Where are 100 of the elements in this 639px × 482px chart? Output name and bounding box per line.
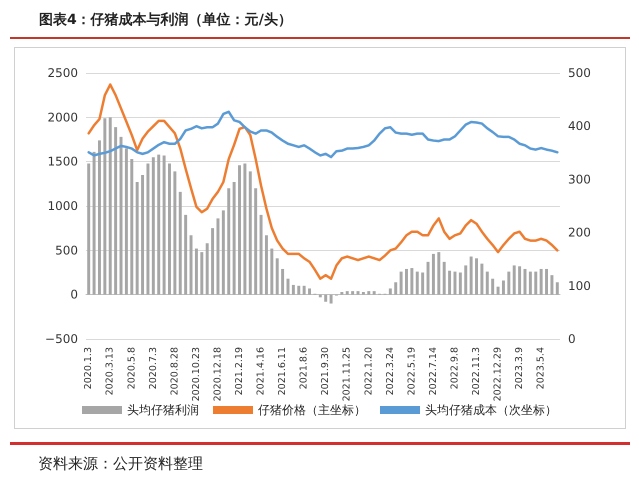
bar bbox=[442, 262, 446, 295]
bar bbox=[114, 127, 118, 295]
bar bbox=[157, 154, 160, 295]
legend-label: 仔猪价格（主坐标） bbox=[258, 403, 366, 417]
bar bbox=[276, 258, 279, 295]
x-tick-label: 2021.9.30 bbox=[320, 347, 332, 396]
bar bbox=[248, 171, 252, 295]
bar bbox=[507, 272, 510, 295]
x-tick-label: 2022.9.8 bbox=[449, 347, 460, 390]
x-tick-label: 2020.8.28 bbox=[169, 347, 180, 396]
y2-tick-label: 400 bbox=[568, 119, 591, 134]
bar bbox=[200, 252, 204, 295]
bar bbox=[372, 291, 376, 295]
bar bbox=[550, 275, 554, 295]
y-tick-label: 0 bbox=[70, 288, 78, 302]
y2-tick-label: 300 bbox=[568, 172, 591, 186]
bar bbox=[168, 163, 171, 295]
line-series bbox=[87, 83, 559, 280]
bar bbox=[340, 292, 344, 295]
y-tick-label: 2000 bbox=[47, 110, 78, 124]
bar bbox=[448, 270, 452, 295]
bar bbox=[367, 291, 370, 295]
bar bbox=[302, 286, 306, 295]
bar bbox=[394, 282, 398, 295]
x-tick-label: 2021.6.11 bbox=[277, 347, 288, 396]
legend-label: 头均仔猪利润 bbox=[127, 403, 199, 417]
bar bbox=[308, 288, 312, 295]
bar bbox=[486, 272, 489, 295]
x-tick-label: 2020.3.13 bbox=[104, 347, 116, 396]
bar bbox=[270, 248, 274, 295]
x-tick-label: 2022.12.29 bbox=[492, 347, 504, 402]
bar bbox=[426, 262, 430, 295]
y-tick-label: 1000 bbox=[47, 199, 78, 213]
bar bbox=[318, 294, 322, 298]
bar bbox=[136, 182, 139, 295]
bar bbox=[496, 286, 500, 295]
x-tick-label: 2021.11.25 bbox=[342, 347, 353, 402]
bar bbox=[432, 254, 435, 295]
bar bbox=[524, 268, 526, 295]
x-tick-label: 2023.5.4 bbox=[536, 347, 547, 390]
bar bbox=[292, 284, 295, 295]
x-tick-label: 2023.3.9 bbox=[514, 347, 526, 390]
x-tick-label: 2021.8.6 bbox=[298, 347, 310, 390]
bar bbox=[480, 264, 484, 295]
x-tick-label: 2022.3.24 bbox=[384, 347, 396, 396]
bar bbox=[206, 243, 209, 295]
bar bbox=[410, 268, 414, 295]
y2-tick-label: 100 bbox=[568, 278, 591, 293]
y2-tick-label: 500 bbox=[568, 66, 591, 80]
legend-label: 头均仔猪成本（次坐标） bbox=[425, 403, 557, 417]
bar bbox=[98, 140, 101, 295]
y-tick-label: −500 bbox=[45, 332, 78, 346]
bar bbox=[421, 272, 424, 295]
bar bbox=[528, 272, 532, 295]
bar bbox=[437, 252, 440, 295]
x-tick-label: 2022.5.19 bbox=[406, 347, 418, 396]
x-tick-label: 2022.7.14 bbox=[428, 347, 439, 396]
bar bbox=[281, 268, 284, 295]
bar bbox=[324, 294, 328, 302]
bar bbox=[518, 266, 522, 295]
bar bbox=[453, 272, 456, 295]
bar bbox=[502, 280, 505, 295]
bar bbox=[540, 268, 543, 295]
bar bbox=[400, 272, 403, 295]
x-tick-label: 2021.2.19 bbox=[234, 347, 246, 396]
bar bbox=[216, 218, 220, 295]
x-tick-label: 2020.1.3 bbox=[83, 347, 94, 390]
bar bbox=[458, 272, 462, 295]
bar bbox=[260, 214, 263, 295]
bar bbox=[190, 235, 193, 295]
chart-title: 图表4：仔猪成本与利润（单位：元/头） bbox=[39, 11, 292, 28]
bar bbox=[475, 258, 478, 295]
bar bbox=[152, 157, 155, 295]
bar bbox=[141, 174, 144, 295]
x-tick-label: 2020.10.23 bbox=[190, 347, 202, 402]
bar bbox=[184, 214, 188, 295]
bar bbox=[194, 248, 198, 295]
bar bbox=[124, 148, 128, 295]
bar bbox=[87, 163, 90, 295]
x-tick-label: 2020.7.3 bbox=[148, 347, 159, 390]
bar bbox=[232, 182, 236, 295]
bar bbox=[286, 278, 290, 295]
line-series bbox=[87, 110, 559, 158]
y2-tick-label: 200 bbox=[568, 226, 591, 240]
bar bbox=[162, 155, 166, 295]
bar bbox=[388, 288, 392, 295]
bar bbox=[103, 118, 106, 295]
bar bbox=[491, 278, 494, 295]
x-tick-label: 2021.4.16 bbox=[256, 347, 267, 396]
x-tick-label: 2022.1.20 bbox=[363, 347, 374, 396]
bar bbox=[120, 136, 122, 295]
bar bbox=[356, 291, 360, 295]
bar bbox=[130, 159, 134, 295]
bar bbox=[362, 292, 365, 295]
bar bbox=[405, 268, 408, 295]
bar bbox=[222, 210, 225, 295]
bar bbox=[211, 228, 214, 295]
bar bbox=[254, 188, 258, 295]
bar bbox=[545, 268, 548, 295]
bar bbox=[238, 165, 241, 295]
